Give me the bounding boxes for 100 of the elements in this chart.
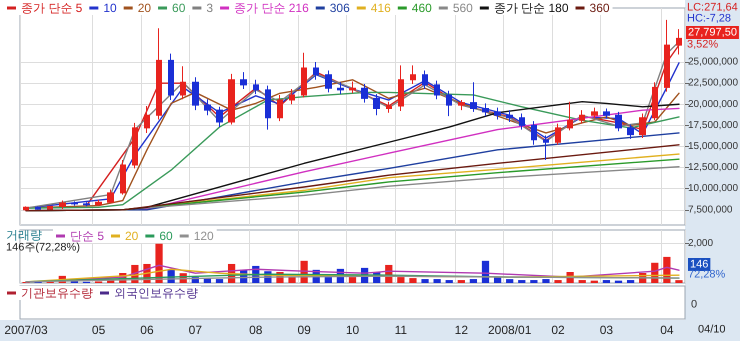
candlestick bbox=[627, 124, 634, 140]
candlestick bbox=[615, 111, 622, 132]
text: 0 bbox=[691, 298, 698, 310]
x-tick-label: 08 bbox=[249, 323, 263, 337]
candlestick bbox=[337, 82, 344, 95]
candlestick bbox=[228, 73, 235, 126]
legend-label: 360 bbox=[590, 1, 610, 15]
x-tick-label: 11 bbox=[394, 323, 408, 337]
legend-label: 단순 5 bbox=[70, 229, 104, 243]
candlestick bbox=[168, 53, 174, 101]
y-tick-label: 7,500,000 bbox=[688, 204, 733, 216]
candlestick bbox=[301, 52, 307, 98]
legend-label: 20 bbox=[138, 1, 152, 15]
candlestick bbox=[277, 94, 283, 122]
candlestick bbox=[664, 19, 670, 92]
legend-label: 20 bbox=[125, 229, 139, 243]
bar bbox=[288, 277, 296, 283]
bar bbox=[626, 280, 634, 283]
x-tick-label: 06 bbox=[140, 323, 154, 337]
candlestick bbox=[107, 189, 114, 204]
text: 27,797,50 bbox=[688, 26, 737, 38]
text: 04/10 bbox=[698, 324, 726, 336]
legend-label: 560 bbox=[452, 1, 474, 15]
candlestick bbox=[373, 94, 380, 116]
annotation: 146주(72,28%) bbox=[6, 242, 80, 254]
legend-label: 120 bbox=[194, 229, 214, 243]
text: LC:271,64 bbox=[687, 2, 738, 14]
legend-label: 60 bbox=[172, 1, 186, 15]
legend-label: 10 bbox=[103, 1, 118, 15]
candlestick bbox=[555, 123, 561, 146]
candlestick bbox=[289, 88, 295, 105]
bar bbox=[602, 280, 610, 283]
candlestick bbox=[23, 206, 29, 212]
candlestick bbox=[240, 72, 247, 90]
candlestick bbox=[458, 100, 465, 111]
candlestick bbox=[494, 107, 501, 120]
candlestick bbox=[410, 64, 416, 84]
x-tick-label: 2007/03 bbox=[4, 323, 48, 337]
legend-label: 416 bbox=[370, 1, 392, 15]
candlestick bbox=[386, 101, 392, 114]
candlestick bbox=[144, 105, 150, 134]
bar bbox=[675, 280, 683, 283]
bar bbox=[530, 280, 538, 283]
candlestick bbox=[95, 199, 102, 206]
candlestick bbox=[156, 28, 162, 120]
candlestick bbox=[398, 64, 404, 112]
bar bbox=[324, 277, 332, 283]
candlestick bbox=[639, 113, 646, 139]
bar bbox=[446, 280, 453, 283]
x-tick-label: 12 bbox=[454, 323, 468, 337]
candlestick bbox=[506, 110, 513, 122]
candlestick bbox=[519, 113, 525, 130]
candlestick bbox=[204, 98, 211, 116]
candlestick bbox=[120, 159, 126, 196]
legend-label: 종가 단순 180 bbox=[494, 1, 569, 15]
y-tick-label: 22,500,000 bbox=[688, 78, 738, 89]
text: 3,52% bbox=[687, 38, 718, 50]
bar bbox=[397, 277, 404, 283]
legend-label: 3 bbox=[206, 1, 214, 15]
text: 72,28% bbox=[688, 268, 726, 280]
y-tick-label: 20,000,000 bbox=[688, 98, 738, 110]
bar bbox=[518, 280, 526, 283]
candlestick bbox=[470, 82, 477, 112]
y-tick-label: 2,000 bbox=[688, 238, 714, 250]
x-tick-label: 02 bbox=[551, 323, 566, 337]
text: 146 bbox=[690, 258, 708, 270]
bar bbox=[458, 280, 465, 283]
bar bbox=[216, 279, 224, 283]
candlestick bbox=[676, 28, 682, 55]
legend-label: 외국인보유수량 bbox=[114, 286, 198, 300]
y-tick-label: 10,000,000 bbox=[688, 183, 738, 194]
bar bbox=[554, 280, 562, 283]
candlestick bbox=[531, 120, 537, 146]
bar bbox=[494, 277, 502, 283]
x-tick-label: 2008/01 bbox=[488, 323, 532, 337]
y-tick-label: 25,000,000 bbox=[688, 56, 738, 68]
text: HC:-7,28 bbox=[687, 12, 732, 24]
candlestick bbox=[325, 70, 332, 93]
legend-label: 60 bbox=[159, 229, 174, 243]
bar bbox=[348, 277, 356, 283]
candlestick bbox=[422, 70, 428, 90]
candlestick bbox=[192, 76, 199, 111]
candlestick bbox=[59, 200, 66, 210]
bar bbox=[434, 279, 441, 283]
x-tick-label: 04 bbox=[660, 323, 674, 337]
bar bbox=[578, 280, 586, 283]
candlestick bbox=[446, 90, 452, 117]
candlestick bbox=[579, 110, 585, 124]
candlestick bbox=[603, 108, 610, 120]
legend-label: 종가 단순 216 bbox=[234, 1, 310, 15]
bar bbox=[409, 278, 417, 283]
candlestick bbox=[567, 101, 573, 131]
candlestick bbox=[47, 205, 53, 210]
candlestick bbox=[132, 122, 138, 169]
candlestick bbox=[349, 80, 356, 94]
legend-label: 종가 단순 5 bbox=[21, 1, 83, 15]
chart-title: 거래량 bbox=[6, 228, 42, 242]
x-tick-label: 10 bbox=[346, 323, 360, 337]
y-tick-label: 17,500,000 bbox=[688, 120, 738, 131]
y-tick-label: 12,500,000 bbox=[688, 162, 738, 174]
